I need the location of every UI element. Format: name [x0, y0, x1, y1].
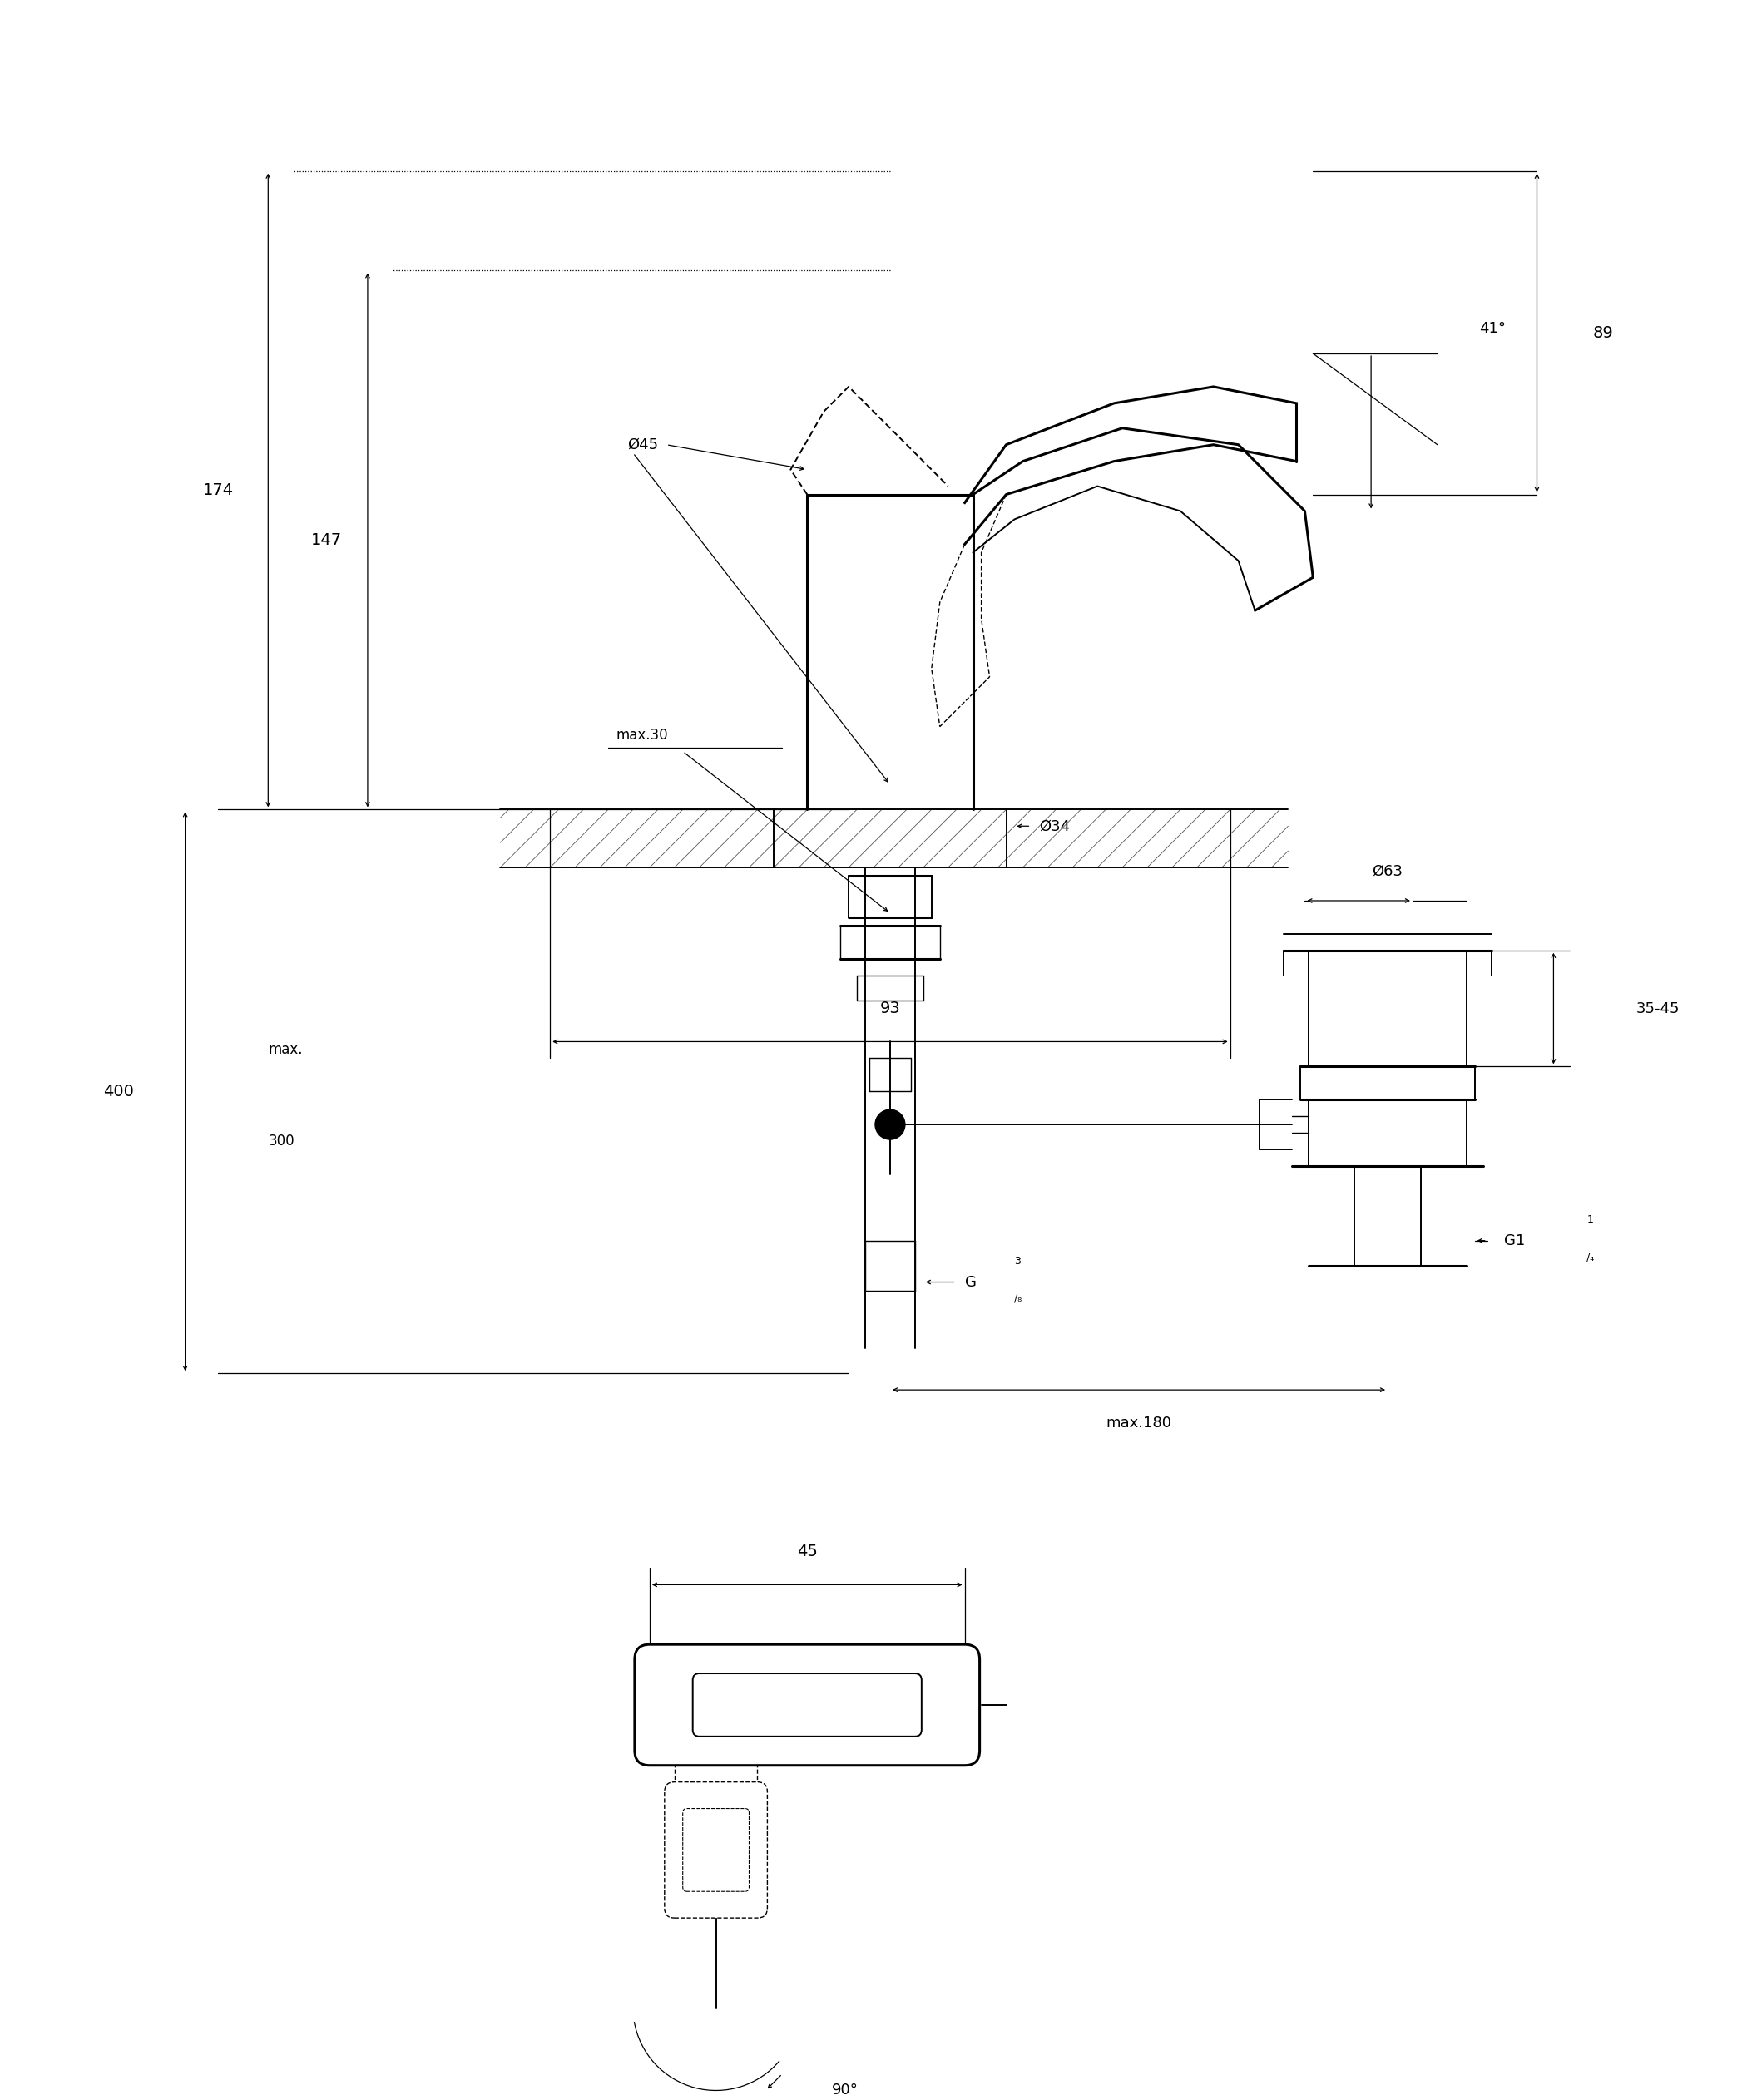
Text: max.180: max.180 — [1106, 1415, 1172, 1430]
Text: 90°: 90° — [832, 2083, 858, 2098]
Text: Ø45: Ø45 — [627, 437, 659, 452]
Text: 147: 147 — [310, 531, 342, 548]
FancyBboxPatch shape — [664, 1783, 767, 1917]
Text: 300: 300 — [268, 1134, 294, 1149]
Text: 93: 93 — [880, 1000, 901, 1016]
Text: max.30: max.30 — [617, 727, 669, 743]
Text: G: G — [965, 1275, 976, 1289]
Text: Ø34: Ø34 — [1039, 819, 1070, 834]
Circle shape — [876, 1109, 906, 1140]
Text: 35-45: 35-45 — [1636, 1002, 1680, 1016]
Text: /₈: /₈ — [1014, 1294, 1021, 1304]
FancyBboxPatch shape — [683, 1808, 750, 1892]
Text: 400: 400 — [103, 1084, 135, 1098]
Text: 41°: 41° — [1479, 321, 1505, 336]
Text: 45: 45 — [797, 1544, 818, 1560]
Text: max.: max. — [268, 1042, 303, 1058]
Text: /₄: /₄ — [1587, 1252, 1594, 1262]
Text: 174: 174 — [203, 483, 233, 498]
Text: 3: 3 — [1014, 1256, 1021, 1266]
Text: G1: G1 — [1503, 1233, 1524, 1247]
FancyBboxPatch shape — [634, 1644, 979, 1766]
FancyBboxPatch shape — [692, 1674, 922, 1737]
Text: 89: 89 — [1593, 326, 1614, 340]
Text: 1: 1 — [1587, 1214, 1593, 1224]
Text: Ø63: Ø63 — [1372, 865, 1403, 880]
